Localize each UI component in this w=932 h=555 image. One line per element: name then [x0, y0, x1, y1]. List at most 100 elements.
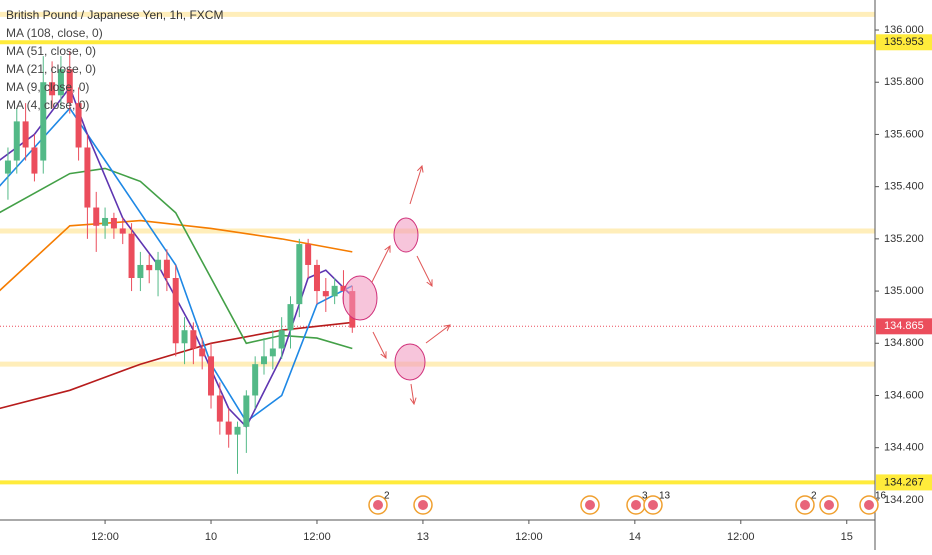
candle-body — [128, 233, 135, 279]
candle-body — [216, 395, 223, 422]
event-flag — [631, 500, 641, 510]
candle-body — [40, 82, 47, 161]
y-tick-label: 135.800 — [884, 76, 924, 88]
candle-body — [199, 348, 206, 357]
candle-body — [172, 278, 179, 344]
arrow — [371, 246, 390, 283]
candle-body — [296, 244, 303, 305]
y-tick-label: 135.200 — [884, 233, 924, 245]
candle-body — [75, 103, 82, 148]
candle-body — [13, 121, 20, 161]
ma-line — [0, 219, 353, 292]
candle-body — [93, 207, 100, 226]
candle-body — [155, 259, 162, 271]
last-price-bg — [876, 318, 932, 335]
x-tick-label: 12:00 — [515, 531, 543, 543]
candle-body — [243, 395, 250, 427]
candle-body — [84, 147, 91, 208]
event-flag — [800, 500, 810, 510]
candle-body — [190, 330, 197, 349]
event-flag — [585, 500, 595, 510]
candle-body — [313, 264, 320, 292]
x-tick-label: 13 — [417, 531, 429, 543]
chart-title: British Pound / Japanese Yen, 1h, FXCM — [6, 8, 223, 22]
price-axis-bg — [875, 0, 932, 550]
arrow — [411, 383, 414, 404]
candle-body — [137, 264, 144, 279]
level-label: 135.953 — [884, 36, 924, 48]
arrow — [416, 255, 432, 286]
event-flag — [648, 500, 658, 510]
event-flag — [824, 500, 834, 510]
event-flag — [864, 500, 874, 510]
axes: 134.200 134.400 134.600 134.800 135.000 135.2… — [91, 24, 932, 543]
x-tick-label: 12:00 — [303, 531, 331, 543]
y-tick-label: 136.000 — [884, 24, 924, 36]
level-label-bg — [876, 474, 932, 491]
y-tick-label: 134.800 — [884, 337, 924, 349]
legend-entry: MA (4, close, 0) — [6, 98, 89, 112]
candle-body — [208, 356, 215, 396]
candle-body — [4, 160, 11, 174]
x-tick-label: 12:00 — [727, 531, 755, 543]
arrow — [409, 166, 422, 205]
y-tick-label: 135.600 — [884, 128, 924, 140]
event-flag — [373, 500, 383, 510]
ellipse — [394, 343, 426, 381]
candle-body — [102, 217, 109, 226]
y-tick-label: 134.400 — [884, 442, 924, 454]
candle-body — [340, 285, 347, 292]
x-tick-label: 15 — [841, 531, 853, 543]
legend-entry: MA (51, close, 0) — [6, 44, 96, 58]
ellipse — [342, 275, 378, 321]
arrows — [371, 166, 450, 404]
y-tick-label: 134.200 — [884, 494, 924, 506]
candle-body — [269, 348, 276, 357]
candle-body — [225, 421, 232, 435]
candle-body — [66, 69, 73, 104]
arrow — [425, 325, 450, 344]
candle-body — [234, 426, 241, 435]
candle-body — [163, 259, 170, 279]
events: 2 3 13 2 16 — [368, 491, 887, 515]
event-badge: 16 — [875, 491, 887, 502]
event-badge: 2 — [384, 491, 390, 502]
legend-entry: MA (9, close, 0) — [6, 80, 89, 94]
drawings — [342, 217, 426, 381]
legend-entry: MA (21, close, 0) — [6, 62, 96, 76]
candle-body — [146, 264, 153, 271]
candle-body — [57, 69, 64, 96]
candle-body — [181, 330, 188, 344]
legend: British Pound / Japanese Yen, 1h, FXCM M… — [6, 8, 223, 112]
x-tick-label: 14 — [629, 531, 641, 543]
event-badge: 13 — [659, 491, 671, 502]
candle-body — [261, 356, 268, 365]
arrow — [372, 331, 386, 358]
event-flag — [418, 500, 428, 510]
ellipse — [393, 217, 419, 253]
candle-body — [278, 330, 285, 349]
event-badge: 3 — [642, 491, 648, 502]
candle-body — [252, 364, 259, 396]
grid — [0, 11, 875, 485]
candle-body — [110, 217, 117, 229]
legend-entry: MA (108, close, 0) — [6, 26, 103, 40]
candle-body — [322, 291, 329, 297]
candle-body — [305, 244, 312, 265]
y-tick-label: 134.600 — [884, 389, 924, 401]
candle-body — [331, 285, 338, 297]
y-tick-label: 135.000 — [884, 285, 924, 297]
level-label-bg — [876, 34, 932, 51]
candle-body — [49, 82, 56, 96]
x-tick-label: 10 — [205, 531, 217, 543]
candle-body — [119, 228, 126, 234]
candle-body — [31, 147, 38, 174]
level-label: 134.267 — [884, 476, 924, 488]
candle-body — [22, 121, 29, 148]
event-badge: 2 — [811, 491, 817, 502]
y-tick-label: 135.400 — [884, 181, 924, 193]
marks — [0, 50, 356, 474]
candle-body — [287, 304, 294, 331]
last-price-label: 134.865 — [884, 320, 924, 332]
